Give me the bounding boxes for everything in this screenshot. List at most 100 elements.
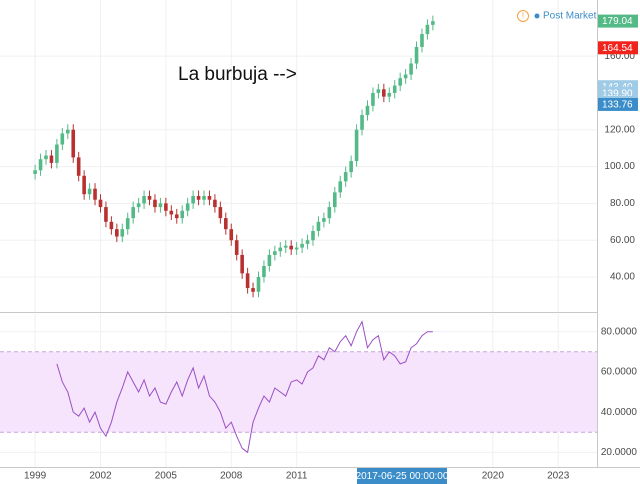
rsi-tick-label: 40.0000: [601, 407, 638, 418]
candle-body: [267, 254, 272, 266]
candle-body: [234, 240, 239, 255]
candle-body: [338, 181, 343, 193]
alert-icon-mark: !: [522, 12, 524, 21]
candle-body: [131, 207, 135, 219]
candle-body: [196, 196, 201, 200]
candle-body: [147, 196, 152, 200]
candle-body: [349, 161, 353, 173]
x-tick-label: 2023: [547, 471, 570, 482]
x-tick-label: 2008: [220, 471, 243, 482]
candle-body: [71, 129, 76, 158]
marks: [33, 15, 435, 454]
candle-body: [98, 199, 103, 208]
candle-body: [305, 240, 310, 244]
candle-body: [158, 203, 163, 208]
alert-icon[interactable]: [517, 10, 529, 22]
y-tick-label: 160.00: [604, 51, 635, 62]
y-tick-label: 40.00: [610, 272, 635, 283]
candle-body: [403, 74, 408, 79]
candle-body: [343, 172, 348, 182]
rsi-tick-label: 20.0000: [601, 447, 638, 458]
candle-body: [382, 89, 386, 97]
candle-body: [224, 218, 228, 230]
x-tick-label: 2011: [286, 471, 308, 482]
rsi-tick-label: 60.0000: [601, 367, 638, 378]
candle-body: [251, 288, 255, 292]
candle-body: [398, 78, 402, 86]
price-label-box: [598, 97, 638, 111]
price-label: 139.90: [602, 88, 633, 99]
candle-body: [174, 214, 179, 219]
candle-body: [360, 115, 364, 130]
candle-body: [332, 192, 337, 208]
candle-body: [87, 188, 92, 195]
x-tick-label: 1999: [24, 471, 47, 482]
candle-body: [229, 229, 234, 241]
candle-body: [191, 196, 195, 204]
candle-body: [109, 221, 114, 230]
annotation: La burbuja -->: [178, 64, 297, 85]
y-tick-label: 60.00: [610, 235, 635, 246]
candle-body: [425, 24, 430, 35]
x-tick-label: 2005: [155, 471, 178, 482]
candle-body: [44, 155, 48, 160]
candle-body: [240, 254, 244, 274]
y-tick-label: 100.00: [604, 161, 635, 172]
price-label-box: [598, 41, 638, 55]
candle-body: [115, 229, 119, 237]
rsi-band: [0, 351, 597, 433]
candle-body: [65, 129, 70, 134]
crosshair-label-box: [357, 468, 447, 484]
candle-body: [104, 207, 108, 222]
candle-body: [125, 218, 130, 230]
price-label-box: [598, 14, 638, 28]
candle-body: [180, 210, 185, 219]
candle-body: [322, 218, 326, 222]
candle-body: [169, 210, 174, 215]
x-tick-label: 2020: [482, 471, 505, 482]
candle-body: [365, 105, 370, 116]
y-tick-label: 120.00: [604, 124, 635, 135]
candle-body: [414, 46, 419, 64]
candle-body: [120, 229, 125, 237]
candle-body: [256, 277, 261, 292]
candle-body: [93, 188, 97, 200]
candle-body: [409, 63, 413, 75]
candle-body: [316, 221, 321, 232]
candle-body: [213, 199, 217, 208]
candle-body: [185, 203, 190, 211]
candle-body: [327, 207, 332, 219]
candle-body: [142, 196, 146, 204]
candle-body: [207, 196, 212, 200]
candle-body: [431, 21, 435, 25]
candle-body: [278, 247, 283, 252]
candle-body: [283, 245, 288, 248]
rsi-band-fill: [0, 351, 597, 433]
rsi-line: [56, 320, 433, 454]
candle-body: [300, 243, 304, 248]
crosshair-label: 2017-06-25 00:00:00: [356, 471, 449, 482]
candle-body: [38, 159, 43, 171]
price-label: 164.54: [602, 43, 633, 54]
status: Post Market: [543, 11, 597, 22]
candle-body: [82, 175, 86, 195]
candle-body: [262, 265, 266, 278]
y-tick-label: 80.00: [610, 198, 635, 209]
candle-body: [164, 203, 168, 211]
candle-body: [76, 157, 81, 176]
candle-body: [294, 247, 299, 250]
candle-body: [311, 231, 315, 241]
price-label: 179.04: [602, 16, 633, 27]
x-tick-label: 2002: [89, 471, 112, 482]
candle-body: [218, 207, 223, 219]
candle-body: [273, 251, 277, 255]
candle-body: [60, 133, 65, 145]
candle-body: [387, 92, 392, 97]
candle-body: [55, 144, 59, 163]
candle-body: [202, 196, 206, 200]
price-label: 133.76: [602, 100, 633, 111]
candle-body: [49, 155, 54, 163]
candle-body: [371, 92, 375, 106]
status-dot: [534, 13, 540, 19]
